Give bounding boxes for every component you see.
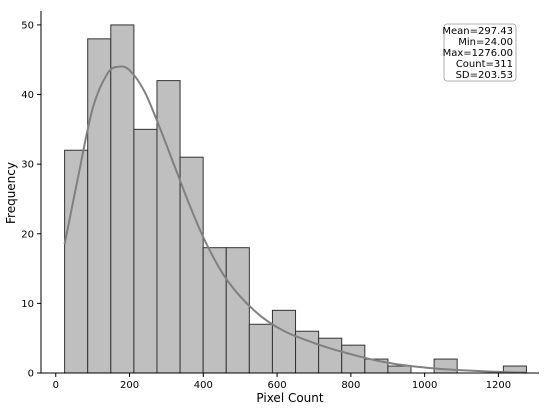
y-tick-label: 20	[21, 229, 34, 240]
histogram-bar	[110, 24, 135, 374]
y-tick-label: 30	[21, 160, 34, 171]
y-tick-label: 40	[21, 90, 34, 101]
histogram-bars	[64, 24, 527, 374]
histogram-bar	[318, 337, 343, 374]
y-tick-label: 50	[21, 20, 34, 31]
stats-max: Max=1276.00	[443, 48, 513, 59]
x-tick-label: 600	[268, 380, 287, 391]
stats-mean: Mean=297.43	[442, 26, 513, 37]
histogram-bar	[341, 344, 366, 374]
kde-curve	[63, 65, 527, 374]
stats-box: Mean=297.43 Min=24.00 Max=1276.00 Count=…	[442, 23, 517, 82]
stats-count: Count=311	[456, 59, 513, 70]
stats-box-frame	[443, 23, 517, 82]
y-axis-ticks: 0 10 20 30 40 50	[21, 20, 41, 380]
stats-min: Min=24.00	[458, 37, 513, 48]
stats-sd: SD=203.53	[456, 70, 513, 81]
x-tick-label: 800	[341, 380, 360, 391]
histogram-bar	[387, 365, 412, 374]
y-tick-label: 10	[21, 299, 34, 310]
x-tick-label: 200	[120, 380, 139, 391]
histogram-bar	[225, 247, 250, 374]
histogram-bar	[133, 128, 158, 374]
histogram-bar	[271, 309, 297, 374]
x-tick-label: 0	[53, 380, 59, 391]
histogram-bar	[248, 323, 273, 374]
histogram-bar	[202, 247, 227, 374]
y-tick-label: 0	[28, 369, 34, 380]
x-tick-label: 400	[194, 380, 213, 391]
x-axis-ticks: 0 200 400 600 800 1000 1200	[53, 373, 511, 391]
x-tick-label: 1000	[412, 380, 437, 391]
x-tick-label: 1200	[486, 380, 511, 391]
histogram-bar	[156, 80, 181, 374]
histogram-bar	[433, 358, 458, 374]
y-axis-label: Frequency	[4, 162, 18, 224]
x-axis-label: Pixel Count	[256, 391, 324, 405]
